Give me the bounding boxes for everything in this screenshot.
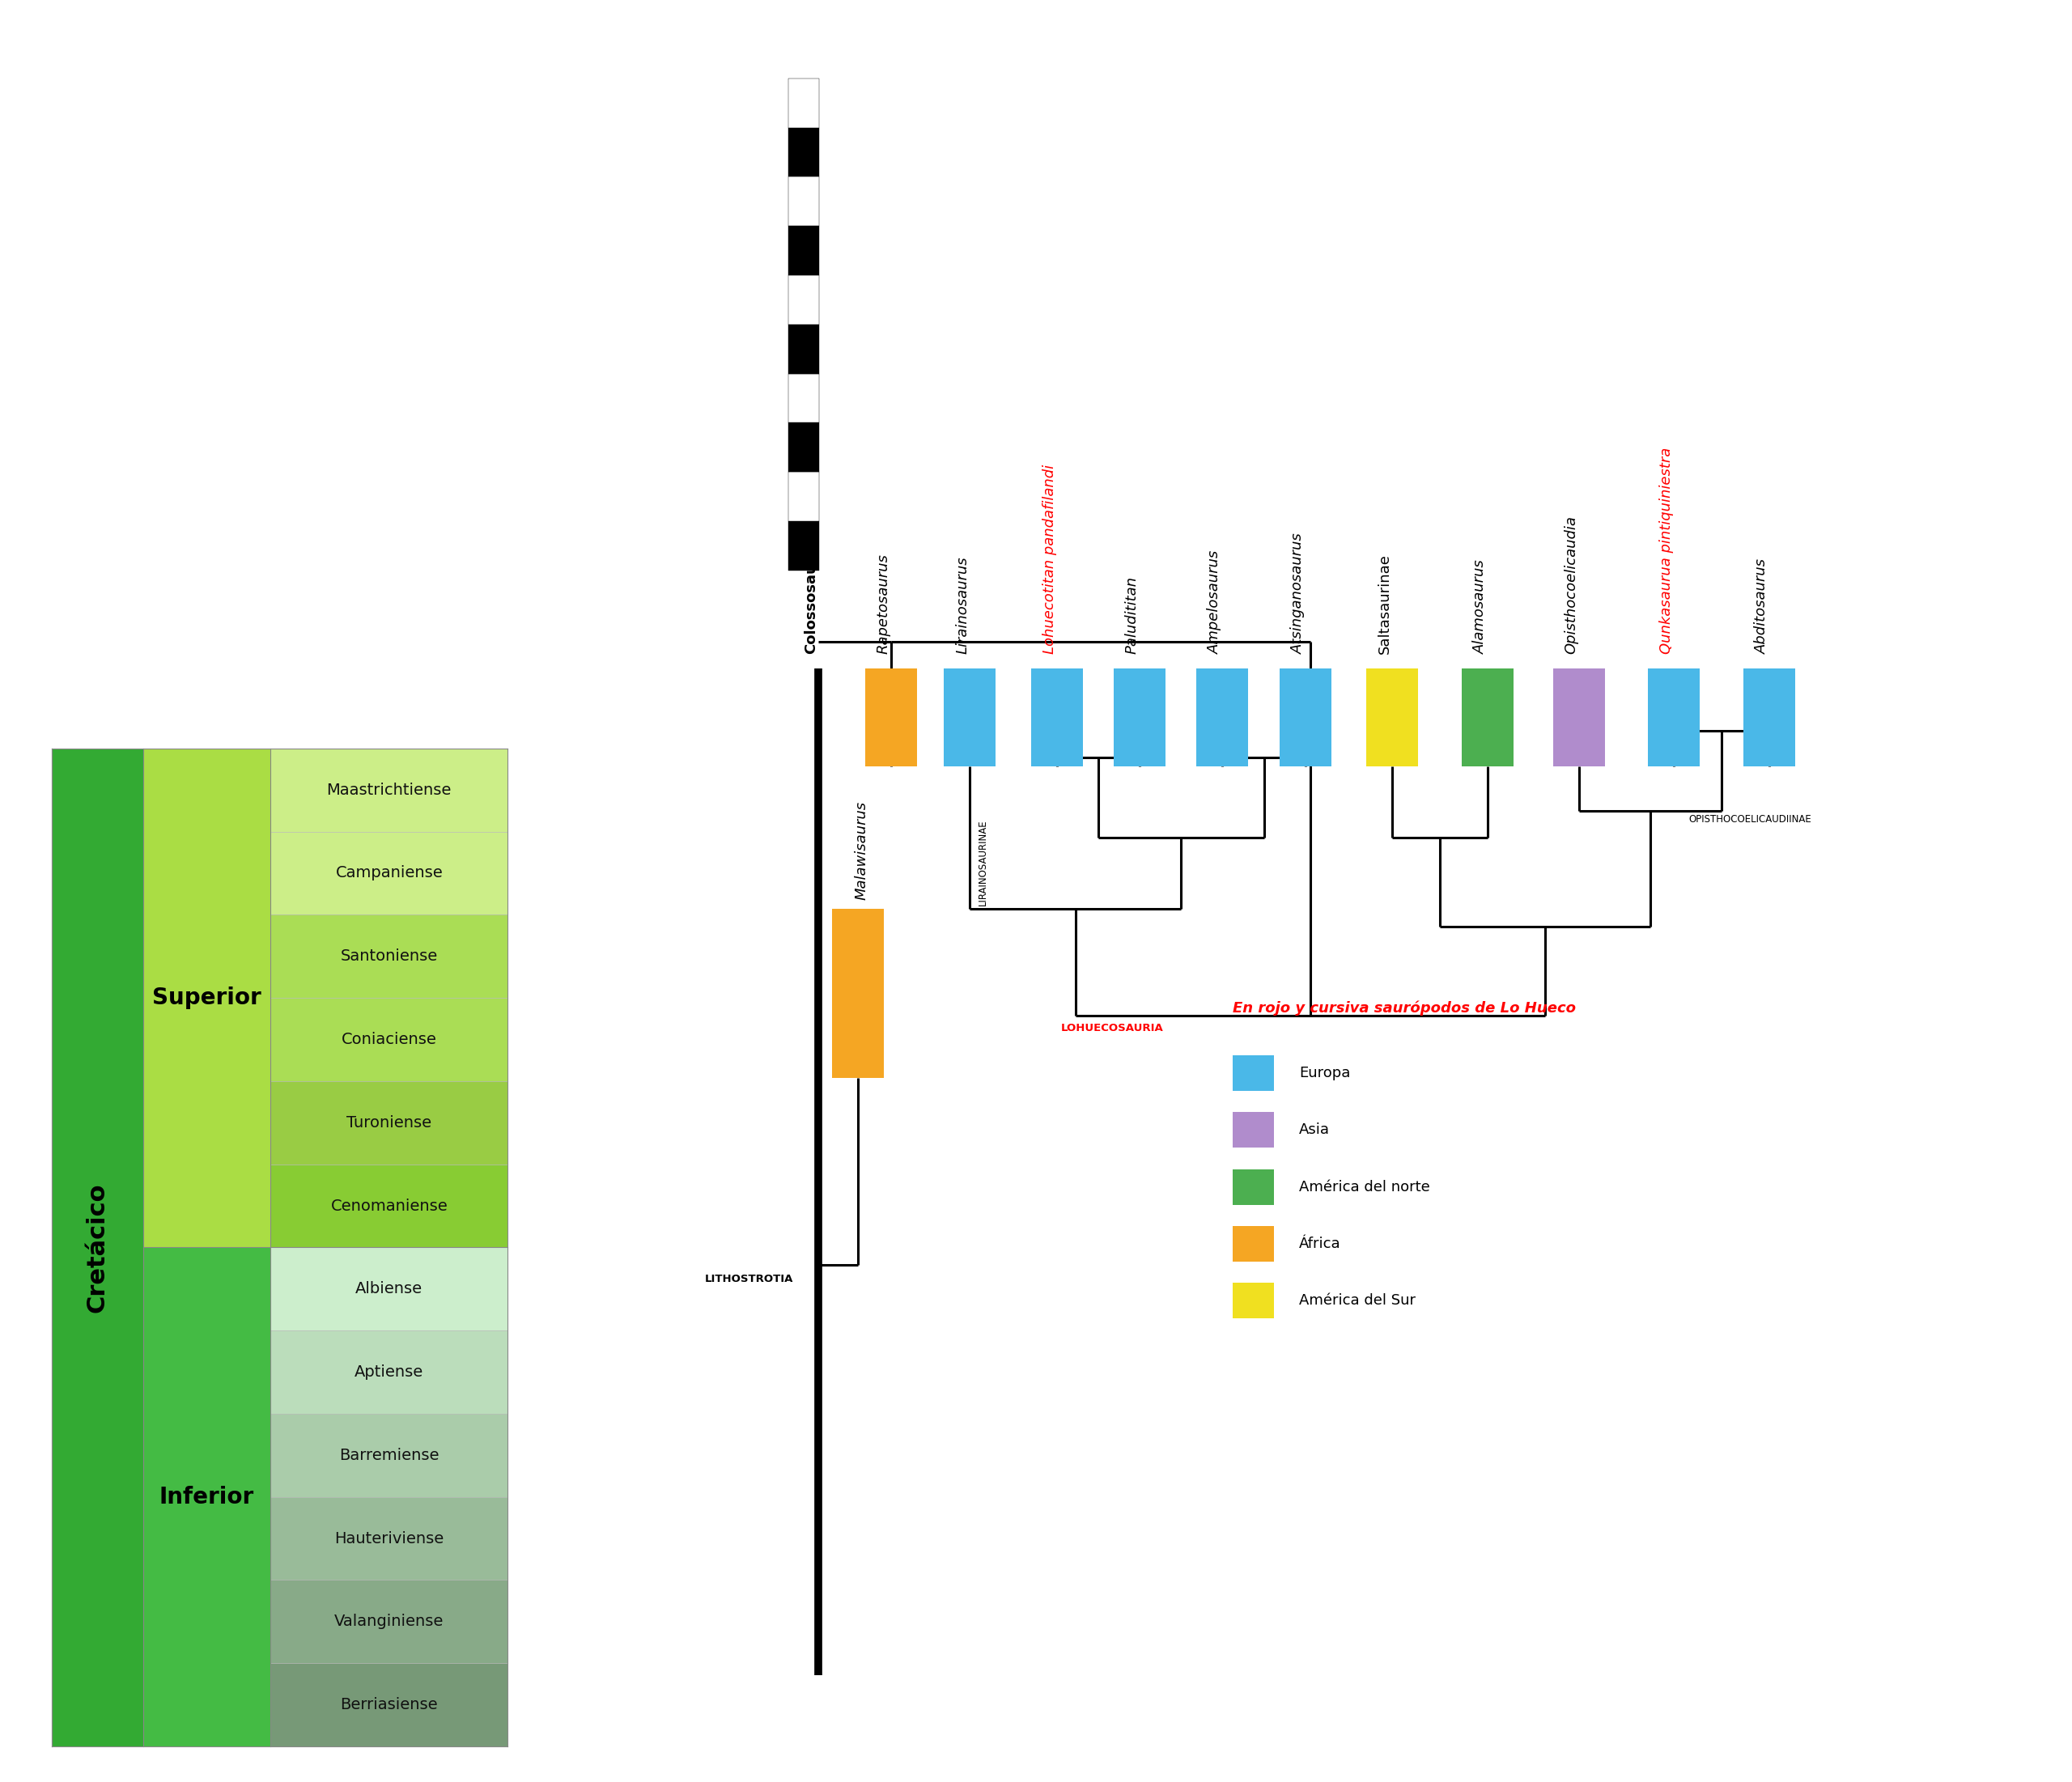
Text: Superior: Superior <box>151 987 261 1009</box>
Bar <box>271 914 508 998</box>
Bar <box>833 909 885 1078</box>
Text: Maastrichtiense: Maastrichtiense <box>327 782 452 798</box>
Text: Atsinganosaurus: Atsinganosaurus <box>1291 533 1305 654</box>
Text: Paludititan: Paludititan <box>1125 576 1140 654</box>
Text: LIRAINOSAURINAE: LIRAINOSAURINAE <box>978 820 988 905</box>
Bar <box>1198 668 1247 766</box>
Text: África: África <box>1299 1237 1341 1251</box>
Text: Ampelosaurus: Ampelosaurus <box>1208 551 1222 654</box>
Bar <box>1554 668 1606 766</box>
Text: Cenomaniense: Cenomaniense <box>332 1198 448 1214</box>
Text: Santoniense: Santoniense <box>340 948 437 964</box>
Text: Inferior: Inferior <box>160 1486 255 1508</box>
Bar <box>1233 1169 1274 1205</box>
Bar <box>866 668 916 766</box>
Bar <box>1280 668 1332 766</box>
Text: Albiense: Albiense <box>356 1281 423 1297</box>
Text: Rapetosaurus: Rapetosaurus <box>876 554 891 654</box>
Text: Qunkasaurua pintiquiniestra: Qunkasaurua pintiquiniestra <box>1660 447 1674 654</box>
Bar <box>271 1331 508 1413</box>
Text: Malawisaurus: Malawisaurus <box>854 802 870 900</box>
Bar <box>1463 668 1513 766</box>
Bar <box>789 422 821 472</box>
Text: América del norte: América del norte <box>1299 1180 1430 1194</box>
Bar <box>143 1247 271 1746</box>
Text: Abditosaurus: Abditosaurus <box>1755 558 1769 654</box>
Bar <box>1649 668 1701 766</box>
Bar <box>271 1413 508 1497</box>
Text: Colossosauria: Colossosauria <box>804 542 818 654</box>
Bar <box>52 748 143 1746</box>
Bar <box>789 520 821 570</box>
Bar <box>789 274 821 324</box>
Bar <box>789 128 821 176</box>
Text: Turoniense: Turoniense <box>346 1116 431 1130</box>
Text: OPISTHOCOELICAUDIINAE: OPISTHOCOELICAUDIINAE <box>1689 814 1811 825</box>
Text: En rojo y cursiva saurópodos de Lo Hueco: En rojo y cursiva saurópodos de Lo Hueco <box>1233 1001 1577 1016</box>
Bar <box>945 668 995 766</box>
Bar <box>271 832 508 914</box>
Text: Alamosaurus: Alamosaurus <box>1473 560 1488 654</box>
Text: América del Sur: América del Sur <box>1299 1294 1415 1308</box>
Bar <box>271 998 508 1082</box>
Text: Saltasaurinae: Saltasaurinae <box>1378 554 1392 654</box>
Bar <box>789 472 821 520</box>
Bar <box>271 1164 508 1247</box>
Bar <box>1233 1226 1274 1262</box>
Bar <box>271 1247 508 1331</box>
Bar <box>271 1663 508 1746</box>
Bar <box>1233 1283 1274 1319</box>
Text: Cretácico: Cretácico <box>85 1183 110 1312</box>
Text: LOHUECOSAURIA: LOHUECOSAURIA <box>1061 1023 1164 1034</box>
Bar <box>143 748 271 1247</box>
Bar <box>789 324 821 374</box>
Text: Lirainosaurus: Lirainosaurus <box>955 556 970 654</box>
Text: Lohuecotitan pandafilandi: Lohuecotitan pandafilandi <box>1042 465 1057 654</box>
Bar <box>1032 668 1082 766</box>
Text: LITHOSTROTIA: LITHOSTROTIA <box>704 1274 794 1285</box>
Bar <box>789 176 821 226</box>
Bar <box>1115 668 1167 766</box>
Text: Coniaciense: Coniaciense <box>342 1032 437 1048</box>
Text: Barremiense: Barremiense <box>340 1447 439 1463</box>
Bar <box>789 374 821 422</box>
Bar <box>1233 1055 1274 1091</box>
Text: Europa: Europa <box>1299 1066 1351 1080</box>
Text: Asia: Asia <box>1299 1123 1330 1137</box>
Text: Valanginiense: Valanginiense <box>334 1614 443 1629</box>
Text: Opisthocoelicaudia: Opisthocoelicaudia <box>1564 515 1579 654</box>
Bar <box>789 226 821 274</box>
Bar <box>271 1497 508 1581</box>
Bar <box>271 748 508 832</box>
Bar <box>271 1581 508 1663</box>
Text: Campaniense: Campaniense <box>336 866 443 880</box>
Text: Berriasiense: Berriasiense <box>340 1696 437 1713</box>
Bar <box>1233 1112 1274 1148</box>
Bar <box>271 1082 508 1164</box>
Bar <box>1745 668 1796 766</box>
Bar <box>789 78 821 128</box>
Bar <box>1368 668 1419 766</box>
Text: Aptiense: Aptiense <box>354 1365 423 1379</box>
Text: Hauteriviense: Hauteriviense <box>334 1531 443 1547</box>
